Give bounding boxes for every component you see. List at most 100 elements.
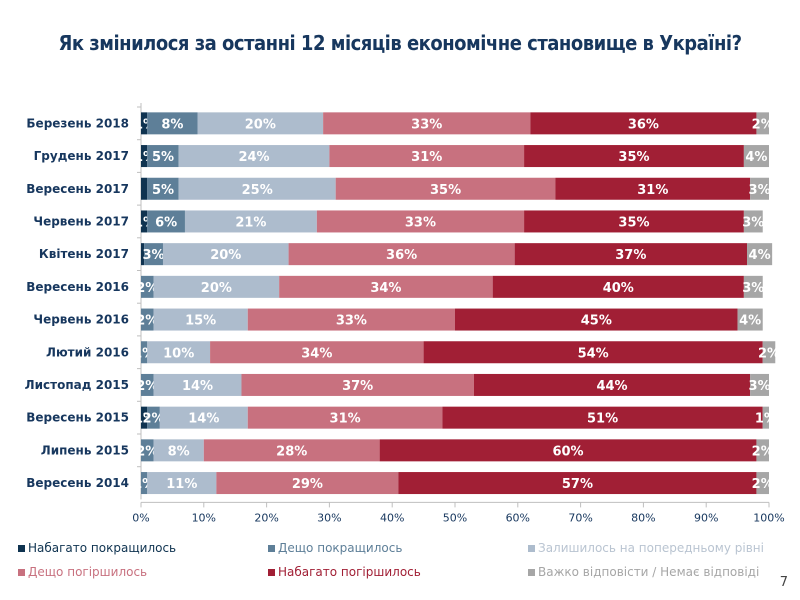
bar-segment: [316, 210, 525, 233]
bar-segment: [492, 275, 744, 298]
category-label: Вересень 2015: [26, 411, 129, 425]
legend-swatch: [18, 569, 25, 576]
x-tick-label: 60%: [506, 511, 530, 524]
bar-segment: [762, 341, 776, 364]
category-label: Вересень 2016: [26, 280, 129, 294]
bar-segment: [141, 341, 148, 364]
data-label: 2%: [752, 117, 774, 132]
x-tick-label: 100%: [753, 511, 784, 524]
data-label: 31%: [411, 150, 442, 165]
bar-segment: [147, 210, 185, 233]
legend-swatch: [268, 569, 275, 576]
bar-segment: [203, 439, 380, 462]
bar-segment: [762, 406, 769, 429]
data-label: 14%: [182, 379, 213, 394]
bar-segment: [141, 177, 148, 200]
x-tick-label: 0%: [132, 511, 149, 524]
legend-label: Залишилось на попередньому рівні: [538, 541, 764, 555]
bar-segment: [756, 472, 769, 495]
x-tick-label: 10%: [192, 511, 216, 524]
data-label: 40%: [603, 281, 634, 296]
bar-segment: [162, 243, 289, 266]
data-label: 44%: [596, 379, 627, 394]
x-tick-label: 50%: [443, 511, 467, 524]
bar-segment: [210, 341, 424, 364]
bar-segment: [141, 472, 148, 495]
data-label: 4%: [745, 150, 767, 165]
data-label: 2%: [136, 314, 158, 329]
legend-item: Залишилось на попередньому рівні: [528, 541, 764, 555]
legend-label: Дещо покращилось: [278, 541, 403, 555]
bar-segment: [398, 472, 757, 495]
data-label: 2%: [136, 281, 158, 296]
data-label: 25%: [242, 183, 273, 198]
bar-segment: [153, 439, 204, 462]
bar-segment: [197, 112, 324, 135]
bar-segment: [147, 406, 160, 429]
bar-segment: [247, 406, 443, 429]
bar-segment: [247, 308, 455, 331]
category-label: Березень 2018: [26, 116, 129, 130]
bar-segment: [141, 145, 148, 168]
bar-segment: [423, 341, 763, 364]
bar-segment: [530, 112, 757, 135]
data-label: 33%: [405, 215, 436, 230]
legend-item: Набагато покращилось: [18, 541, 176, 555]
data-label: 14%: [188, 412, 219, 427]
bar-segment: [241, 373, 474, 396]
data-label: 11%: [166, 477, 197, 492]
bar-segment: [178, 177, 336, 200]
bar-segment: [737, 308, 763, 331]
bar-segment: [743, 275, 763, 298]
data-label: 15%: [185, 314, 216, 329]
data-label: 20%: [245, 117, 276, 132]
bar-segment: [329, 145, 525, 168]
bar-segment: [743, 210, 763, 233]
bar-segment: [555, 177, 751, 200]
bar-segment: [141, 308, 154, 331]
legend-swatch: [18, 545, 25, 552]
data-label: 3%: [742, 215, 764, 230]
category-label: Грудень 2017: [34, 149, 129, 163]
category-label: Лютий 2016: [46, 345, 129, 359]
data-label: 60%: [552, 444, 583, 459]
chart-title: Як змінилося за останні 12 місяців еконо…: [58, 31, 742, 55]
bar-segment: [216, 472, 399, 495]
data-label: 3%: [143, 248, 165, 263]
data-label: 2%: [136, 444, 158, 459]
data-label: 51%: [587, 412, 618, 427]
bar-segment: [323, 112, 531, 135]
legend-swatch: [528, 545, 535, 552]
x-tick-label: 30%: [317, 511, 341, 524]
data-label: 31%: [330, 412, 361, 427]
bar-segment: [756, 112, 769, 135]
data-label: 35%: [618, 215, 649, 230]
data-label: 28%: [276, 444, 307, 459]
data-label: 2%: [752, 444, 774, 459]
x-tick-label: 90%: [694, 511, 718, 524]
data-label: 21%: [235, 215, 266, 230]
x-tick-label: 40%: [380, 511, 404, 524]
data-label: 35%: [618, 150, 649, 165]
data-label: 3%: [749, 379, 771, 394]
data-label: 4%: [749, 248, 771, 263]
category-label: Квітень 2017: [39, 247, 129, 261]
data-label: 54%: [578, 346, 609, 361]
category-label: Червень 2017: [33, 214, 129, 228]
legend-item: Набагато погіршилось: [268, 565, 421, 579]
data-label: 2%: [136, 379, 158, 394]
data-label: 36%: [628, 117, 659, 132]
data-label: 4%: [739, 314, 761, 329]
data-label: 8%: [161, 117, 183, 132]
data-label: 20%: [201, 281, 232, 296]
legend-item: Дещо погіршилось: [18, 565, 147, 579]
legend-label: Дещо погіршилось: [28, 565, 148, 579]
bar-segment: [379, 439, 757, 462]
category-label: Листопад 2015: [25, 378, 129, 392]
bar-segment: [756, 439, 769, 462]
bar-segment: [514, 243, 748, 266]
data-label: 10%: [163, 346, 194, 361]
category-label: Вересень 2017: [26, 182, 129, 196]
bar-segment: [147, 472, 217, 495]
